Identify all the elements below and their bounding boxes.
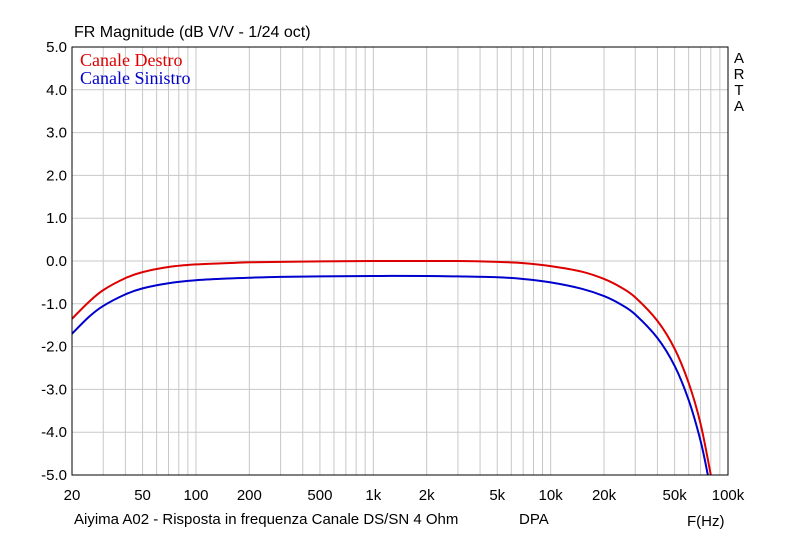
y-tick-label: 0.0 bbox=[46, 253, 67, 270]
side-letter: A bbox=[734, 50, 744, 67]
x-tick-label: 200 bbox=[237, 487, 262, 504]
series-lines bbox=[72, 259, 712, 475]
x-tick-label: 100k bbox=[712, 487, 745, 504]
y-tick-label: -4.0 bbox=[41, 424, 67, 441]
y-tick-label: -2.0 bbox=[41, 339, 67, 356]
plot-frame bbox=[71, 46, 729, 476]
x-tick-label: 20 bbox=[64, 487, 81, 504]
y-tick-labels: 5.0 4.0 3.0 2.0 1.0 0.0 -1.0 -2.0 -3.0 -4.0 -5.0 bbox=[41, 39, 67, 484]
x-axis-label: F(Hz) bbox=[687, 513, 725, 530]
y-tick-label: 1.0 bbox=[46, 210, 67, 227]
x-tick-label: 2k bbox=[419, 487, 435, 504]
x-tick-label: 20k bbox=[592, 487, 617, 504]
side-letter: A bbox=[734, 98, 744, 115]
x-tick-label: 500 bbox=[307, 487, 332, 504]
y-tick-label: -5.0 bbox=[41, 467, 67, 484]
y-tick-label: 4.0 bbox=[46, 82, 67, 99]
y-tick-label: -1.0 bbox=[41, 296, 67, 313]
x-tick-label: 1k bbox=[365, 487, 381, 504]
x-tick-label: 10k bbox=[539, 487, 564, 504]
y-tick-label: 3.0 bbox=[46, 125, 67, 142]
x-tick-labels: 20 50 100 200 500 1k 2k 5k 10k 20k 50k 100k bbox=[64, 487, 745, 504]
legend-entry-1: Canale Sinistro bbox=[80, 68, 191, 88]
series-line-1 bbox=[72, 274, 709, 475]
x-tick-label: 50k bbox=[663, 487, 688, 504]
x-tick-label: 50 bbox=[134, 487, 151, 504]
x-tick-label: 5k bbox=[489, 487, 505, 504]
series-line-0 bbox=[72, 259, 712, 475]
side-letter: T bbox=[734, 82, 743, 99]
chart-title: FR Magnitude (dB V/V - 1/24 oct) bbox=[74, 24, 311, 41]
x-tick-label: 100 bbox=[183, 487, 208, 504]
y-tick-label: -3.0 bbox=[41, 381, 67, 398]
legend-entry-0: Canale Destro bbox=[80, 50, 182, 70]
side-letter: R bbox=[734, 66, 745, 83]
y-tick-label: 2.0 bbox=[46, 167, 67, 184]
footer-mid: DPA bbox=[519, 511, 549, 528]
y-tick-label: 5.0 bbox=[46, 39, 67, 56]
footer-left: Aiyima A02 - Risposta in frequenza Canal… bbox=[74, 511, 458, 528]
